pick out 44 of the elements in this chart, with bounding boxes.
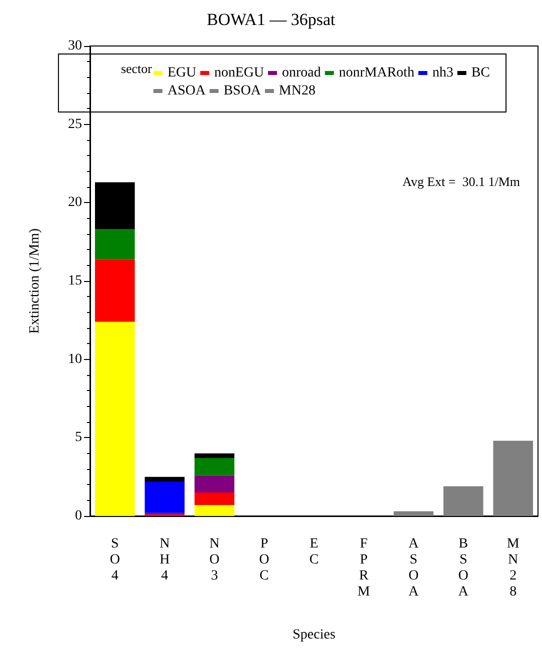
legend-label: ASOA [167,84,206,98]
bar [94,229,135,260]
bar [94,322,135,516]
x-axis-title: Species [292,628,336,642]
bar [144,482,185,513]
x-tick-label: BSOA [458,536,470,600]
legend-label: BSOA [224,84,262,98]
chart-title: BOWA1 — 36psat [206,10,336,29]
bar [194,492,234,506]
bar [144,476,185,482]
x-tick-label: NO3 [209,536,220,584]
legend-label: BC [471,66,490,80]
bar [94,259,135,322]
legend-label: nonrMARoth [338,66,414,80]
legend-title: sector [120,61,153,76]
bar [194,505,234,516]
legend-label: nonEGU [214,66,264,80]
legend-label: EGU [167,66,196,80]
legend-label: onroad [282,66,321,80]
y-tick-label: 30 [68,38,82,54]
y-tick-label: 15 [68,274,82,288]
y-axis-title: Extinction (1/Mm) [28,228,42,334]
y-tick-label: 5 [75,430,82,446]
y-tick-label: 25 [68,116,82,132]
bar [394,511,434,516]
x-tick-label: FPRM [358,536,371,600]
bar [194,458,234,476]
x-tick-label: MN28 [506,536,520,600]
x-tick-label: SO4 [110,536,120,584]
bar [194,475,234,492]
x-tick-label: NH4 [160,536,170,584]
x-tick-label: EC [309,536,319,568]
x-tick-label: POC [259,536,270,584]
y-tick-label: 20 [68,195,82,210]
bar [194,453,234,458]
bar [443,486,484,516]
legend-label: nh3 [432,66,454,80]
annotation: Avg Ext = 30.1 1/Mm [402,174,520,189]
legend-label: MN28 [278,84,316,98]
bar [493,440,534,516]
x-tick-label: ASOA [408,536,420,600]
y-tick-label: 0 [75,508,82,524]
y-tick-label: 10 [68,352,82,367]
bar [94,182,135,230]
